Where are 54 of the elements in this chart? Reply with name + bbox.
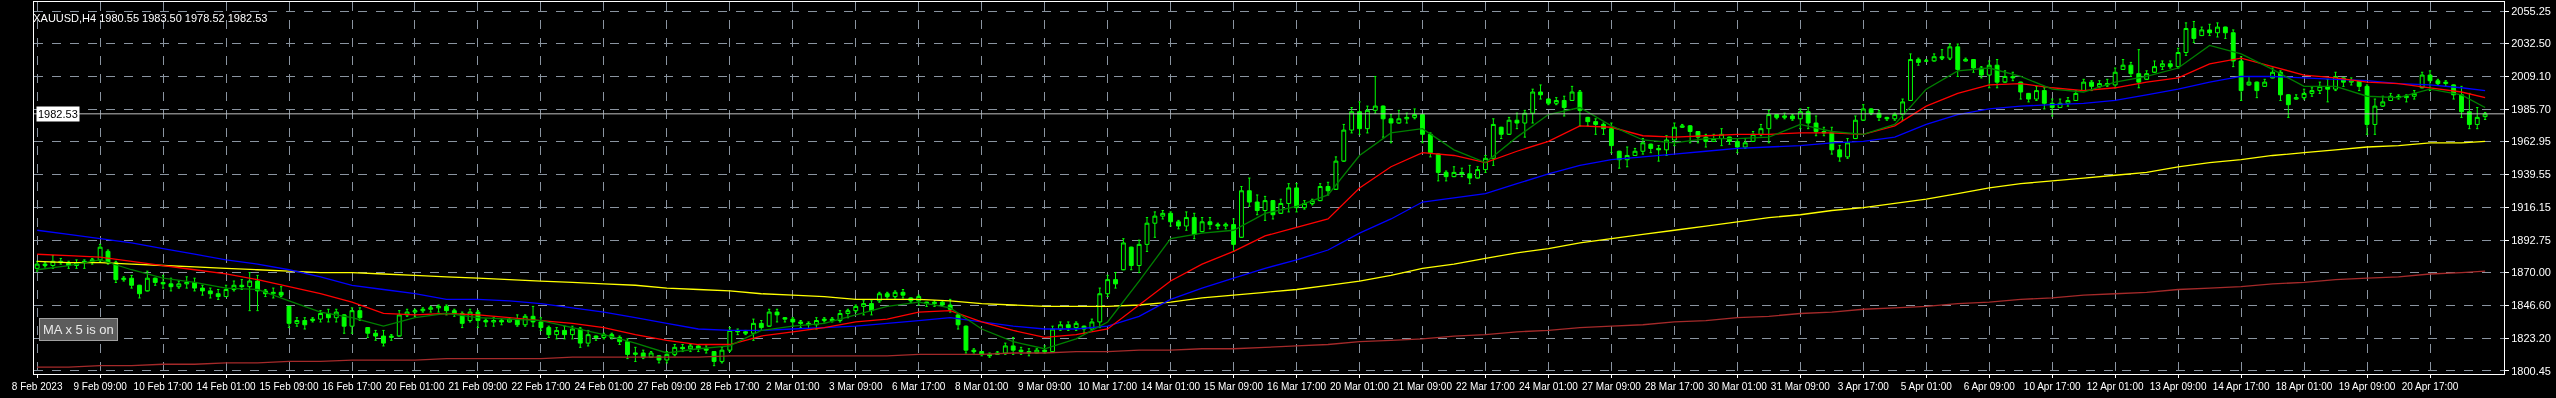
x-tick-label: 24 Mar 01:00 [1518, 381, 1579, 392]
x-tick-label: 9 Mar 09:00 [1017, 381, 1072, 392]
x-tick-label: 15 Feb 09:00 [259, 381, 319, 392]
x-tick-label: 16 Mar 17:00 [1267, 381, 1327, 392]
x-tick-label: 15 Mar 09:00 [1204, 381, 1264, 392]
y-tick-label: 1939.55 [2511, 168, 2551, 181]
x-tick-label: 12 Apr 01:00 [2086, 381, 2144, 392]
y-tick-label: 2009.10 [2511, 70, 2551, 83]
x-tick-label: 30 Mar 01:00 [1707, 381, 1768, 392]
x-tick-label: 21 Mar 09:00 [1393, 381, 1453, 392]
x-tick-label: 10 Apr 17:00 [2023, 381, 2081, 392]
x-tick-label: 22 Feb 17:00 [511, 381, 571, 392]
text: XAUUSD,H4 1980.55 1983.50 1978.52 1982.53 [33, 11, 268, 24]
x-tick-label: 6 Mar 17:00 [892, 381, 946, 392]
x-tick-label: 21 Feb 09:00 [448, 381, 508, 392]
x-tick-label: 8 Feb 2023 [11, 381, 63, 392]
x-tick-label: 20 Feb 01:00 [385, 381, 445, 392]
x-tick-label: 14 Feb 01:00 [196, 381, 256, 392]
x-tick-label: 20 Mar 01:00 [1330, 381, 1390, 392]
x-tick-label: 14 Mar 01:00 [1141, 381, 1201, 392]
y-tick-label: 1985.70 [2511, 103, 2551, 116]
x-tick-label: 2 Mar 01:00 [766, 381, 820, 392]
x-tick-label: 19 Apr 09:00 [2338, 381, 2396, 392]
x-tick-label: 24 Feb 01:00 [574, 381, 634, 392]
x-tick-label: 16 Feb 17:00 [322, 381, 382, 392]
x-tick-label: 9 Feb 09:00 [73, 381, 128, 392]
y-tick-label: 1870.00 [2511, 266, 2551, 279]
y-tick-label: 1916.15 [2511, 201, 2551, 214]
x-tick-label: 18 Apr 01:00 [2275, 381, 2333, 392]
x-tick-label: 27 Feb 09:00 [637, 381, 697, 392]
x-tick-label: 20 Apr 17:00 [2401, 381, 2459, 392]
y-tick-label: 1892.75 [2511, 234, 2551, 247]
y-tick-label: 1800.45 [2511, 364, 2551, 377]
y-tick-label: 2055.25 [2511, 5, 2551, 18]
x-tick-label: 8 Mar 01:00 [955, 381, 1009, 392]
y-tick-label: 1962.95 [2511, 135, 2551, 148]
ref-line-label: 1982.53 [38, 108, 78, 120]
x-tick-label: 6 Apr 09:00 [1963, 381, 2016, 392]
x-tick-label: 3 Apr 17:00 [1837, 381, 1890, 392]
x-tick-label: 27 Mar 09:00 [1581, 381, 1642, 392]
y-tick-label: 1823.20 [2511, 332, 2551, 345]
x-tick-label: 31 Mar 09:00 [1770, 381, 1831, 392]
x-tick-label: 5 Apr 01:00 [1900, 381, 1953, 392]
y-tick-label: 1846.60 [2511, 299, 2551, 312]
x-tick-label: 10 Mar 17:00 [1078, 381, 1138, 392]
x-tick-label: 14 Apr 17:00 [2212, 381, 2270, 392]
annotation: MA x 5 is on [43, 322, 114, 337]
x-tick-label: 10 Feb 17:00 [133, 381, 193, 392]
x-tick-label: 28 Feb 17:00 [700, 381, 760, 392]
x-tick-label: 28 Mar 17:00 [1644, 381, 1705, 392]
x-tick-label: 3 Mar 09:00 [829, 381, 883, 392]
x-tick-label: 22 Mar 17:00 [1455, 381, 1516, 392]
x-tick-label: 13 Apr 09:00 [2149, 381, 2207, 392]
y-tick-label: 2032.50 [2511, 37, 2551, 50]
